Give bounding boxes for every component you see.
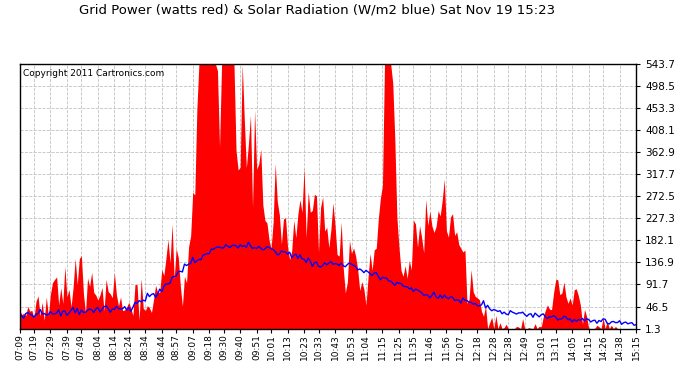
Text: Grid Power (watts red) & Solar Radiation (W/m2 blue) Sat Nov 19 15:23: Grid Power (watts red) & Solar Radiation… <box>79 4 555 17</box>
Text: Copyright 2011 Cartronics.com: Copyright 2011 Cartronics.com <box>23 69 164 78</box>
